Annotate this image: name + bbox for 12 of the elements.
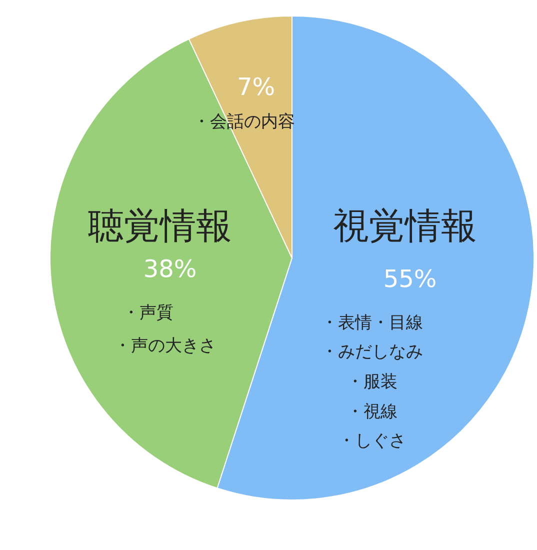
slice-label: 視覚情報 (333, 206, 477, 247)
text: ・声質 (122, 303, 174, 323)
slice-label: 聴覚情報 (88, 206, 232, 247)
text: ・しぐさ (338, 431, 406, 451)
data-label: 7% (236, 73, 276, 101)
text: ・視線 (346, 402, 398, 422)
text: ・表情・目線 (321, 313, 423, 333)
data-label: 38% (143, 255, 197, 283)
text: ・声の大きさ (114, 336, 216, 356)
data-label: 55% (383, 265, 437, 293)
text: ・服装 (346, 372, 398, 392)
text: ・みだしなみ (321, 342, 423, 362)
